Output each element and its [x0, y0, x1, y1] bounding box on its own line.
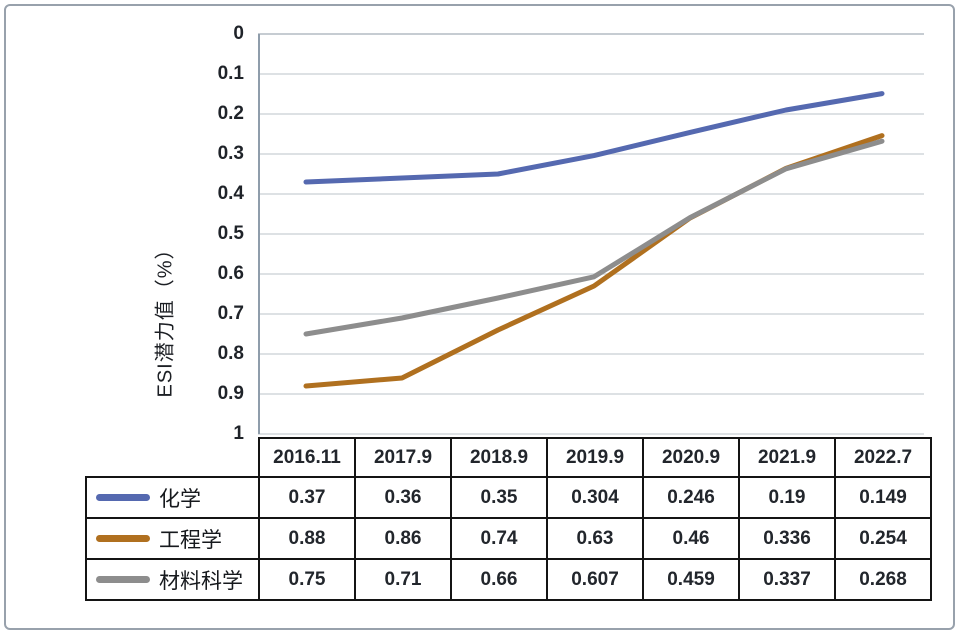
table-cell: 0.46 — [642, 517, 740, 560]
table-header-row: 2016.11 2017.9 2018.9 2019.9 2020.9 2021… — [86, 437, 932, 478]
table-cell: 0.37 — [258, 476, 356, 519]
table-corner-blank — [86, 438, 259, 477]
table-cell: 0.246 — [642, 476, 740, 519]
table-row-chemistry: 化学 0.37 0.36 0.35 0.304 0.246 0.19 0.149 — [85, 476, 932, 519]
table-cell: 0.336 — [738, 517, 836, 560]
table-cell: 0.36 — [354, 476, 452, 519]
table-cell: 0.35 — [450, 476, 548, 519]
table-row-materials: 材料科学 0.75 0.71 0.66 0.607 0.459 0.337 0.… — [85, 558, 932, 601]
y-tick: 1 — [233, 423, 244, 444]
table-cell: 0.74 — [450, 517, 548, 560]
series-line-swatch-icon — [96, 576, 150, 583]
y-tick: 0.4 — [217, 183, 244, 204]
series-line-材料科学 — [303, 138, 885, 337]
y-tick: 0 — [233, 23, 244, 44]
y-tick: 0.8 — [217, 343, 244, 364]
series-label: 材料科学 — [159, 569, 243, 593]
series-label: 工程学 — [159, 528, 222, 552]
table-cell: 0.268 — [834, 558, 932, 601]
table-cell: 0.459 — [642, 558, 740, 601]
legend-item-materials: 材料科学 — [85, 558, 260, 601]
table-cell: 0.86 — [354, 517, 452, 560]
table-cell: 0.254 — [834, 517, 932, 560]
table-cell: 0.607 — [546, 558, 644, 601]
series-line-swatch-icon — [96, 535, 150, 542]
data-table: 2016.11 2017.9 2018.9 2019.9 2020.9 2021… — [85, 437, 932, 601]
table-cell: 0.304 — [546, 476, 644, 519]
y-tick: 0.9 — [217, 383, 244, 404]
series-line-工程学 — [303, 133, 885, 389]
table-cell: 0.19 — [738, 476, 836, 519]
year-header: 2019.9 — [546, 437, 644, 478]
year-header: 2016.11 — [258, 437, 356, 478]
legend-item-chemistry: 化学 — [85, 476, 260, 519]
table-cell: 0.337 — [738, 558, 836, 601]
y-tick: 0.1 — [217, 63, 244, 84]
legend-item-engineering: 工程学 — [85, 517, 260, 560]
y-tick: 0.6 — [217, 263, 244, 284]
series-line-化学 — [303, 91, 885, 185]
year-header: 2017.9 — [354, 437, 452, 478]
table-cell: 0.66 — [450, 558, 548, 601]
year-header: 2022.7 — [834, 437, 932, 478]
y-tick: 0.2 — [217, 103, 244, 124]
year-header: 2021.9 — [738, 437, 836, 478]
table-cell: 0.149 — [834, 476, 932, 519]
series-label: 化学 — [159, 487, 201, 511]
year-header: 2018.9 — [450, 437, 548, 478]
y-tick: 0.3 — [217, 143, 244, 164]
year-header: 2020.9 — [642, 437, 740, 478]
y-tick: 0.5 — [217, 223, 244, 244]
plot-area — [258, 33, 924, 435]
y-tick: 0.7 — [217, 303, 244, 324]
series-line-swatch-icon — [96, 494, 150, 501]
table-cell: 0.75 — [258, 558, 356, 601]
table-cell: 0.71 — [354, 558, 452, 601]
table-cell: 0.63 — [546, 517, 644, 560]
table-cell: 0.88 — [258, 517, 356, 560]
table-row-engineering: 工程学 0.88 0.86 0.74 0.63 0.46 0.336 0.254 — [85, 517, 932, 560]
